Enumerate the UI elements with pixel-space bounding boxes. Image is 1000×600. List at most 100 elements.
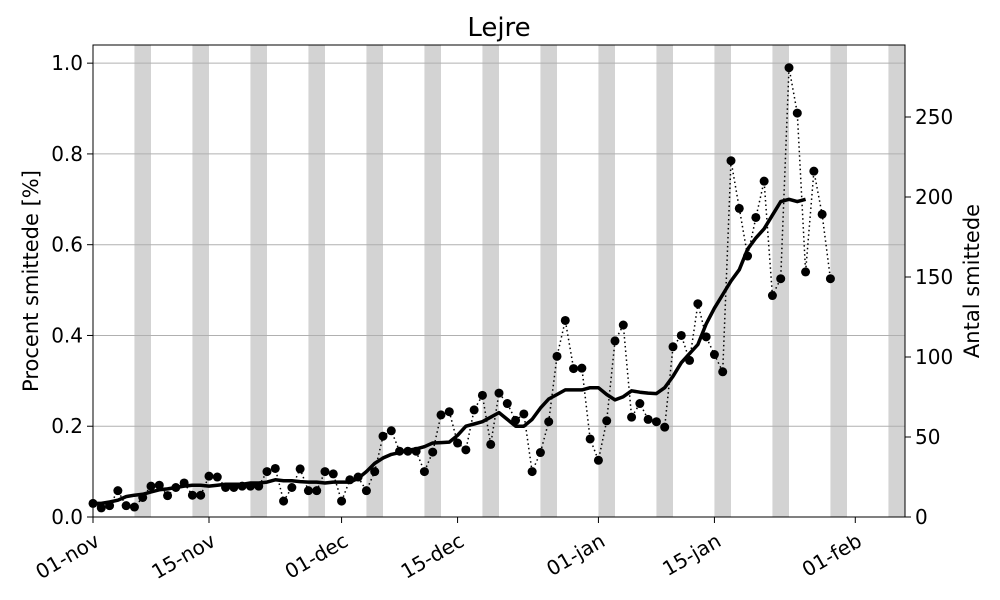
daily-point	[204, 471, 214, 481]
daily-point	[784, 63, 794, 73]
x-tick-label: 15-dec	[397, 528, 468, 583]
weekend-band	[656, 45, 673, 517]
y-tick-label-left: 0.6	[51, 233, 83, 257]
daily-point	[751, 212, 761, 222]
daily-point	[593, 455, 603, 465]
left-axis: 0.0 0.2 0.4 0.6 0.8 1.0	[51, 51, 93, 529]
daily-point	[709, 350, 719, 360]
right-axis: 0 50 100 150 200 250	[905, 105, 953, 529]
daily-point	[337, 496, 347, 506]
daily-point	[113, 486, 123, 496]
daily-point	[676, 330, 686, 340]
chart-title: Lejre	[467, 13, 530, 43]
daily-point	[129, 502, 139, 512]
weekend-band	[192, 45, 209, 517]
daily-point	[610, 336, 620, 346]
weekend-bands	[134, 45, 905, 517]
daily-point	[361, 486, 371, 496]
y-tick-label-left: 0.0	[51, 505, 83, 529]
daily-point	[693, 299, 703, 309]
daily-point	[196, 490, 206, 500]
daily-point	[212, 472, 222, 482]
y-tick-label-left: 0.2	[51, 414, 83, 438]
x-tick-label: 01-feb	[798, 528, 866, 581]
weekend-band	[366, 45, 383, 517]
daily-point	[477, 390, 487, 400]
daily-point	[527, 467, 537, 477]
weekend-band	[424, 45, 441, 517]
daily-point	[453, 438, 463, 448]
daily-point	[627, 412, 637, 422]
daily-point	[378, 431, 388, 441]
daily-point	[502, 399, 512, 409]
daily-point	[817, 209, 827, 219]
daily-point	[560, 315, 570, 325]
daily-point	[279, 496, 289, 506]
daily-point	[444, 407, 454, 417]
x-tick-label: 15-jan	[658, 528, 725, 580]
daily-point	[187, 490, 197, 500]
daily-point	[494, 388, 504, 398]
daily-point	[544, 417, 554, 427]
daily-point	[651, 417, 661, 427]
daily-point	[436, 410, 446, 420]
daily-point	[328, 469, 338, 479]
daily-point	[154, 480, 164, 490]
daily-point	[569, 364, 579, 374]
weekend-band	[714, 45, 731, 517]
daily-point	[792, 108, 802, 118]
daily-point	[146, 481, 156, 491]
daily-point	[552, 351, 562, 361]
y-tick-label-left: 0.8	[51, 142, 83, 166]
daily-point	[726, 156, 736, 166]
daily-point	[370, 467, 380, 477]
daily-point	[618, 320, 628, 330]
daily-point	[163, 491, 173, 501]
weekend-band	[888, 45, 905, 517]
weekend-band	[482, 45, 499, 517]
daily-point	[469, 405, 479, 415]
x-tick-label: 01-nov	[31, 528, 103, 584]
gridlines	[93, 62, 905, 518]
x-tick-label: 01-dec	[281, 528, 352, 583]
daily-point	[312, 486, 322, 496]
daily-point	[767, 291, 777, 301]
y-tick-label-left: 1.0	[51, 51, 83, 75]
y-axis-label-left: Procent smittede [%]	[19, 170, 43, 392]
daily-point	[295, 464, 305, 474]
daily-point	[96, 503, 106, 513]
daily-point	[718, 367, 728, 377]
x-axis: 01-nov 15-nov 01-dec 15-dec 01-jan 15-jan 01-f…	[31, 517, 866, 584]
daily-point	[602, 416, 612, 426]
y-tick-label-left: 0.4	[51, 323, 83, 347]
y-tick-label-right: 250	[915, 105, 953, 129]
plot-frame	[92, 44, 906, 518]
daily-point	[668, 342, 678, 352]
daily-point	[262, 467, 272, 477]
weekend-band	[830, 45, 847, 517]
x-tick-label: 01-jan	[542, 528, 609, 580]
y-tick-label-right: 150	[915, 265, 953, 289]
daily-point	[121, 501, 131, 511]
daily-point	[386, 426, 396, 436]
daily-point	[660, 422, 670, 432]
y-tick-label-right: 0	[915, 505, 928, 529]
y-tick-label-right: 100	[915, 345, 953, 369]
daily-point	[419, 467, 429, 477]
weekend-band	[308, 45, 325, 517]
daily-point	[461, 445, 471, 455]
daily-point	[577, 363, 587, 373]
daily-point	[759, 176, 769, 186]
weekend-band	[134, 45, 151, 517]
daily-point	[486, 439, 496, 449]
daily-point	[535, 448, 545, 458]
x-tick-label: 15-nov	[147, 528, 219, 584]
daily-point	[809, 166, 819, 176]
daily-point	[635, 399, 645, 409]
daily-point	[643, 414, 653, 424]
daily-point	[701, 332, 711, 342]
daily-point	[428, 447, 438, 457]
daily-point	[303, 486, 313, 496]
y-axis-label-right: Antal smittede	[960, 204, 984, 358]
